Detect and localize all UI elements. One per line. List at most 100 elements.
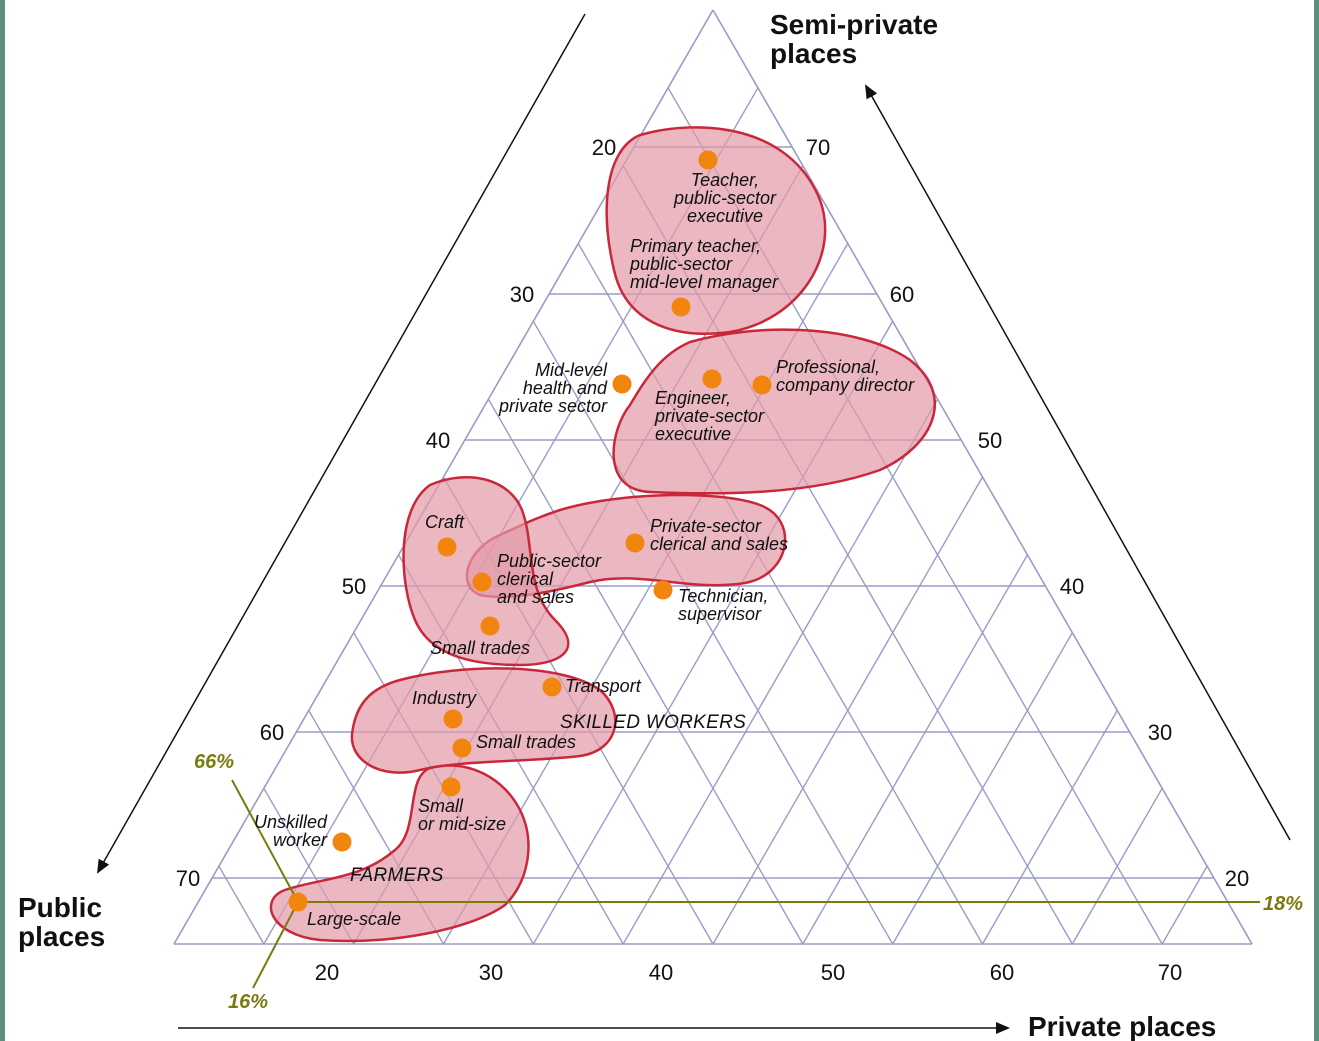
tick-private-70: 70 (1158, 960, 1182, 985)
group-blob (269, 764, 530, 943)
point-small-farmers (441, 777, 461, 797)
axis-title-line: places (18, 921, 105, 952)
point-label-line: public-sector (629, 254, 733, 274)
group-blob (612, 328, 936, 495)
point-label-line: Public-sector (497, 551, 602, 571)
tick-semi-30: 30 (1148, 720, 1172, 745)
point-label-line: executive (687, 206, 763, 226)
point-label-line: company director (776, 375, 915, 395)
point-teacher (698, 150, 718, 170)
point-mid-level-health (612, 374, 632, 394)
point-label-line: private sector (498, 396, 608, 416)
point-technician (653, 580, 673, 600)
grid-diag-line (981, 710, 1118, 945)
point-label-line: Unskilled (254, 812, 328, 832)
groups (269, 126, 936, 943)
point-label-line: Large-scale (307, 909, 401, 929)
point-private-sector-clerical (625, 533, 645, 553)
point-label-line: Teacher, (691, 170, 759, 190)
grid-right-edge (712, 9, 1253, 945)
point-label-line: clerical and sales (650, 534, 788, 554)
point-label-primary-teacher: Primary teacher, public-sector mid-level m… (629, 236, 779, 292)
point-label-line: supervisor (678, 604, 762, 624)
point-label-line: Professional, (776, 357, 880, 377)
point-label-line: or mid-size (418, 814, 506, 834)
tick-private-30: 30 (479, 960, 503, 985)
point-label-line: Technician, (678, 586, 768, 606)
point-engineer (702, 369, 722, 389)
point-label-unskilled-worker: Unskilled worker (254, 812, 328, 850)
grid-diag-line (532, 320, 894, 945)
point-label-line: mid-level manager (630, 272, 779, 292)
highlight-line-private (252, 901, 299, 989)
axis-title-line: Semi-private (770, 9, 938, 40)
point-label-line: executive (655, 424, 731, 444)
tick-public-50: 50 (342, 574, 366, 599)
point-label-line: Small trades (430, 638, 530, 658)
point-small-trades-1 (480, 616, 500, 636)
point-craft (437, 537, 457, 557)
tick-public-60: 60 (260, 720, 284, 745)
tick-semi-70: 70 (806, 135, 830, 160)
point-label-line: Small (418, 796, 464, 816)
axis-title-line: places (770, 38, 857, 69)
point-label-line: health and (523, 378, 608, 398)
group-blob (402, 476, 570, 667)
grid-diag-line (577, 243, 984, 945)
grid-diag-line (1161, 865, 1208, 945)
point-label-technician: Technician, supervisor (678, 586, 768, 624)
point-label-industry: Industry (412, 688, 477, 708)
point-label-public-sector-clerical: Public-sector clerical and sales (497, 551, 602, 607)
public-axis-title: Public places (18, 892, 105, 952)
point-small-trades-2 (452, 738, 472, 758)
point-professional (752, 375, 772, 395)
grid-diag-line (487, 398, 804, 945)
point-label-private-sector-clerical: Private-sector clerical and sales (650, 516, 788, 554)
tick-semi-50: 50 (978, 428, 1002, 453)
tick-semi-40: 40 (1060, 574, 1084, 599)
point-label-professional: Professional, company director (776, 357, 915, 395)
group-blob (605, 126, 827, 335)
point-label-small-trades-1: Small trades (430, 638, 530, 658)
ticks: 20 30 40 50 60 70 70 60 50 40 30 20 20 30 40 50 60 70 (176, 135, 1249, 985)
left-border (0, 0, 5, 1041)
highlight-label-semi: 18% (1263, 893, 1303, 915)
tick-private-20: 20 (315, 960, 339, 985)
grid-diag-line (622, 398, 939, 945)
tick-private-60: 60 (990, 960, 1014, 985)
tick-private-50: 50 (821, 960, 845, 985)
point-label-large-scale-farmers: Large-scale (307, 909, 401, 929)
tick-public-30: 30 (510, 282, 534, 307)
group-label-farmers: FARMERS (350, 865, 444, 886)
point-label-line: public-sector (673, 188, 777, 208)
axis-title-line: Public (18, 892, 102, 923)
point-label-line: Craft (425, 512, 465, 532)
point-large-scale-farmers (288, 892, 308, 912)
point-label-mid-level-health: Mid-level health and private sector (498, 360, 608, 416)
point-label-transport: Transport (565, 676, 642, 696)
grid-diag-line (218, 865, 265, 945)
point-label-line: Engineer, (655, 388, 731, 408)
private-axis-title: Private places (1028, 1011, 1216, 1041)
point-unskilled-worker (332, 832, 352, 852)
point-label-line: worker (273, 830, 328, 850)
point-transport (542, 677, 562, 697)
point-label-line: Small trades (476, 732, 576, 752)
tick-public-70: 70 (176, 866, 200, 891)
point-label-small-trades-2: Small trades (476, 732, 576, 752)
point-label-line: private-sector (654, 406, 765, 426)
point-label-line: Primary teacher, (630, 236, 761, 256)
semi-private-axis-title: Semi-private places (770, 9, 938, 69)
point-primary-teacher (671, 297, 691, 317)
highlight-label-private: 16% (228, 991, 268, 1013)
highlight-label-public: 66% (194, 751, 234, 773)
group-label-skilled-workers: SKILLED WORKERS (560, 712, 746, 733)
point-label-small-farmers: Small or mid-size (418, 796, 506, 834)
tick-public-20: 20 (592, 135, 616, 160)
point-label-line: Mid-level (535, 360, 608, 380)
point-label-craft: Craft (425, 512, 465, 532)
point-label-line: Private-sector (650, 516, 762, 536)
